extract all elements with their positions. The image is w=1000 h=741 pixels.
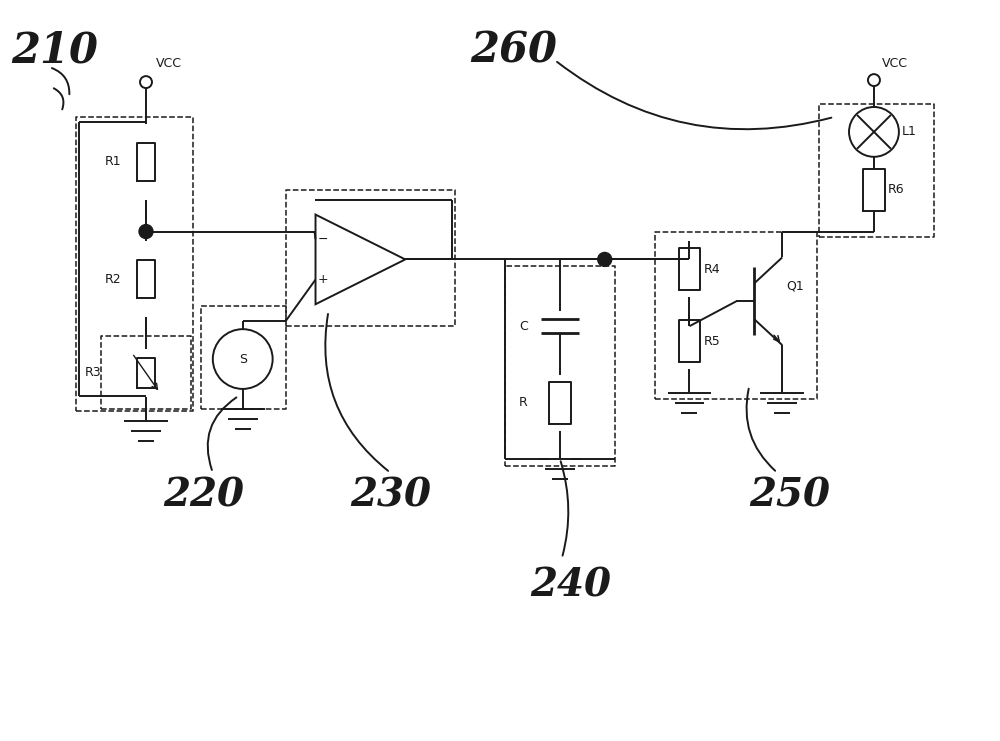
Text: C: C [519, 319, 528, 333]
Text: 240: 240 [530, 566, 611, 604]
Text: L1: L1 [902, 125, 917, 139]
Text: R1: R1 [104, 156, 121, 168]
Text: 260: 260 [470, 29, 557, 71]
Text: +: + [317, 273, 328, 286]
Text: R4: R4 [703, 263, 720, 276]
Text: S: S [239, 353, 247, 365]
Text: 220: 220 [163, 476, 244, 514]
Text: R5: R5 [703, 335, 720, 348]
Text: R6: R6 [888, 183, 905, 196]
Circle shape [598, 253, 612, 267]
Text: Q1: Q1 [786, 280, 804, 293]
Text: R: R [519, 396, 528, 409]
Text: 250: 250 [749, 476, 830, 514]
Text: 210: 210 [11, 29, 98, 71]
Text: R3: R3 [84, 367, 101, 379]
Text: 230: 230 [350, 476, 431, 514]
Text: −: − [317, 233, 328, 246]
Circle shape [139, 225, 153, 239]
Text: VCC: VCC [156, 57, 182, 70]
Text: R2: R2 [104, 273, 121, 286]
Text: VCC: VCC [882, 57, 908, 70]
